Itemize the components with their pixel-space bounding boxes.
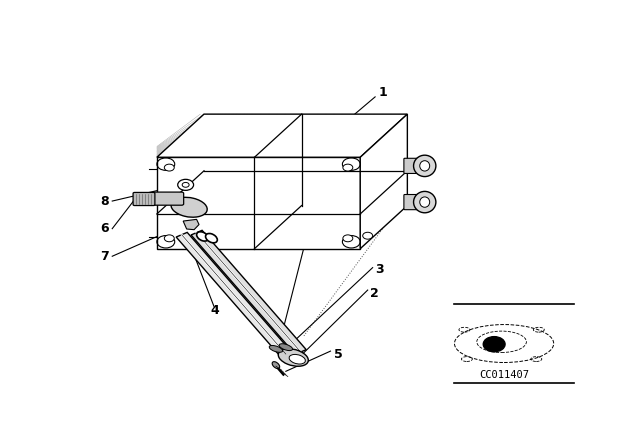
Text: 1: 1 [378,86,387,99]
Text: 6: 6 [100,222,109,235]
Ellipse shape [413,155,436,177]
Ellipse shape [420,161,429,171]
Ellipse shape [269,345,283,352]
Polygon shape [157,114,407,157]
Circle shape [164,164,174,171]
Polygon shape [191,230,306,354]
Ellipse shape [413,191,436,213]
FancyBboxPatch shape [404,194,425,210]
Text: 3: 3 [300,239,309,252]
Text: CC011407: CC011407 [479,370,529,380]
Ellipse shape [279,344,292,351]
Circle shape [343,235,353,242]
FancyBboxPatch shape [133,193,155,206]
Circle shape [343,164,353,171]
Text: 2: 2 [370,287,378,300]
Ellipse shape [420,197,429,207]
FancyBboxPatch shape [152,192,184,205]
Circle shape [178,179,193,190]
Polygon shape [360,114,407,249]
Ellipse shape [289,354,305,364]
Ellipse shape [171,197,207,217]
Polygon shape [176,233,291,357]
Circle shape [363,232,372,239]
FancyBboxPatch shape [404,158,425,173]
Circle shape [164,235,174,242]
Text: 8: 8 [100,194,109,207]
Circle shape [483,336,505,352]
Text: 5: 5 [333,348,342,361]
Ellipse shape [196,232,209,241]
Polygon shape [183,220,199,230]
Ellipse shape [278,349,308,366]
Ellipse shape [272,362,280,369]
Text: 4: 4 [265,214,274,227]
Ellipse shape [205,233,218,243]
Text: 3: 3 [375,263,383,276]
Polygon shape [157,157,360,249]
Text: 7: 7 [100,250,109,263]
Text: 4: 4 [211,304,220,317]
